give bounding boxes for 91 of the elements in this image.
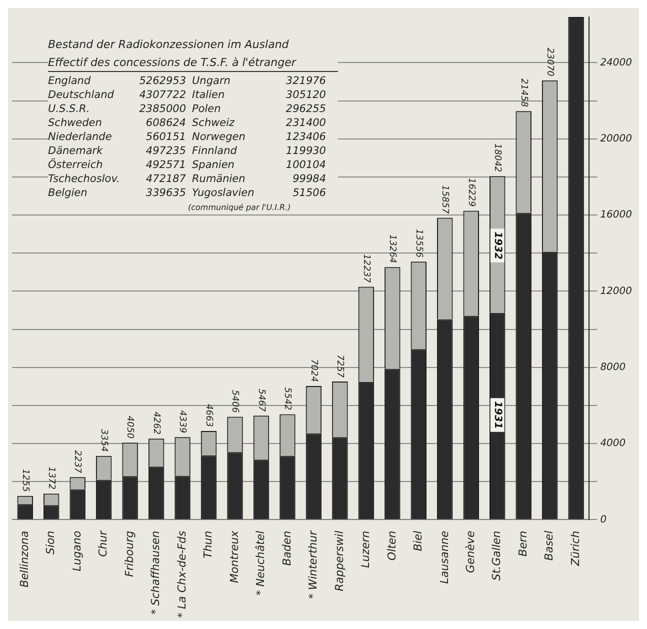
x-tick-label: Olten <box>385 530 398 561</box>
annotation: 560151 <box>144 131 187 143</box>
annotation: 2385000 <box>138 103 187 115</box>
annotation: Österreich <box>48 159 104 171</box>
total-label: 7257 <box>334 354 345 378</box>
annotation: 608624 <box>144 117 187 129</box>
total-label: 4339 <box>177 410 188 434</box>
x-tick-label: Bern <box>516 530 530 557</box>
annotation: Rumänien <box>192 173 246 185</box>
total-label: 1372 <box>46 466 56 490</box>
annotation: Norwegen <box>192 131 246 143</box>
annotation: England <box>48 75 92 87</box>
x-tick-label: Chur <box>96 529 110 557</box>
annotation: 100104 <box>284 159 327 171</box>
annotation: 305120 <box>284 89 327 101</box>
annotation: Polen <box>192 103 222 115</box>
total-label: 7024 <box>308 359 318 382</box>
annotation: Dänemark <box>48 145 104 157</box>
x-tick-label: Biel <box>412 530 425 552</box>
annotation: 1931 <box>492 401 503 429</box>
annotation: (communiqué par l'U.I.R.) <box>188 203 292 212</box>
annotation: Italien <box>192 89 226 101</box>
x-tick-label: Luzern <box>359 530 372 568</box>
total-label: 2237 <box>72 450 82 474</box>
x-tick-label: Thun <box>202 530 215 558</box>
x-tick-label: Zürich <box>568 530 582 567</box>
total-label: 5467 <box>256 388 266 412</box>
y-tick-label: 4000 <box>600 438 626 450</box>
annotation: 497235 <box>144 145 187 157</box>
total-label: 12237 <box>360 254 371 283</box>
annotation: 123406 <box>284 131 327 143</box>
x-tick-label: * Winterthur <box>306 529 320 600</box>
x-tick-label: * Schaffhausen <box>149 530 162 615</box>
annotation: 1932 <box>492 232 503 260</box>
y-tick-label: 20000 <box>600 133 632 144</box>
x-tick-label: Baden <box>280 530 294 566</box>
x-tick-label: Basel <box>542 530 556 561</box>
x-tick-label: Rapperswil <box>332 530 346 592</box>
x-tick-label: Sion <box>44 530 58 554</box>
annotation: U.S.S.R. <box>48 103 91 115</box>
annotation: 5262953 <box>138 75 187 87</box>
x-tick-label: Bellinzona <box>18 530 31 588</box>
total-label: 16229 <box>466 178 476 207</box>
annotation: Finnland <box>192 145 238 157</box>
total-label: 5406 <box>230 390 240 414</box>
total-label: 18042 <box>492 144 502 172</box>
annotation: Spanien <box>192 159 236 171</box>
x-tick-label: Genève <box>464 530 477 574</box>
annotation: 492571 <box>144 159 187 171</box>
total-label: 3354 <box>98 428 108 452</box>
annotation: Schweden <box>48 117 103 129</box>
total-label: 5542 <box>282 387 292 410</box>
annotation: 4307722 <box>138 89 187 101</box>
annotation: 99984 <box>292 173 327 185</box>
annotation: Ungarn <box>192 75 232 87</box>
y-tick-label: 16000 <box>600 210 632 221</box>
total-label: 4663 <box>203 404 214 428</box>
x-tick-label: * Neuchâtel <box>254 530 268 596</box>
annotation: Bestand der Radiokonzessionen im Ausland <box>48 38 290 53</box>
annotation: 296255 <box>284 103 327 115</box>
x-tick-label: Lausanne <box>438 530 451 584</box>
x-tick-label: * La Chx-de-Fds <box>175 530 188 618</box>
annotation: Yugoslavien <box>192 187 256 199</box>
total-label: 15857 <box>440 185 450 214</box>
total-label: 21458 <box>518 78 528 108</box>
total-label: 1255 <box>20 468 30 492</box>
y-tick-label: 0 <box>600 514 607 526</box>
annotation: Deutschland <box>48 89 115 101</box>
total-label: 4050 <box>124 416 135 439</box>
annotation: 231400 <box>284 117 327 129</box>
annotation: Belgien <box>48 187 88 199</box>
annotation: Effectif des concessions de T.S.F. à l'étranger <box>48 56 338 72</box>
annotation: 321976 <box>284 75 327 87</box>
total-label: 13556 <box>413 228 424 258</box>
annotation: 339635 <box>144 187 187 199</box>
annotation: 472187 <box>144 173 187 185</box>
total-label: 4262 <box>150 412 161 435</box>
total-label: 23070 <box>544 48 554 77</box>
y-tick-label: 8000 <box>600 362 626 373</box>
x-tick-label: Montreux <box>228 530 241 584</box>
y-tick-label: 12000 <box>600 286 632 297</box>
y-tick-label: 24000 <box>600 57 632 68</box>
annotation: Niederlande <box>48 131 113 143</box>
x-tick-label: St.Gallen <box>490 530 504 581</box>
total-label: 13264 <box>387 234 398 264</box>
annotation: Tschechoslov. <box>48 173 121 185</box>
annotation: 51506 <box>292 187 327 199</box>
annotation: 119930 <box>284 145 327 157</box>
annotation: Schweiz <box>192 117 236 129</box>
x-tick-label: Lugano <box>70 530 84 572</box>
x-tick-label: Fribourg <box>122 530 136 577</box>
